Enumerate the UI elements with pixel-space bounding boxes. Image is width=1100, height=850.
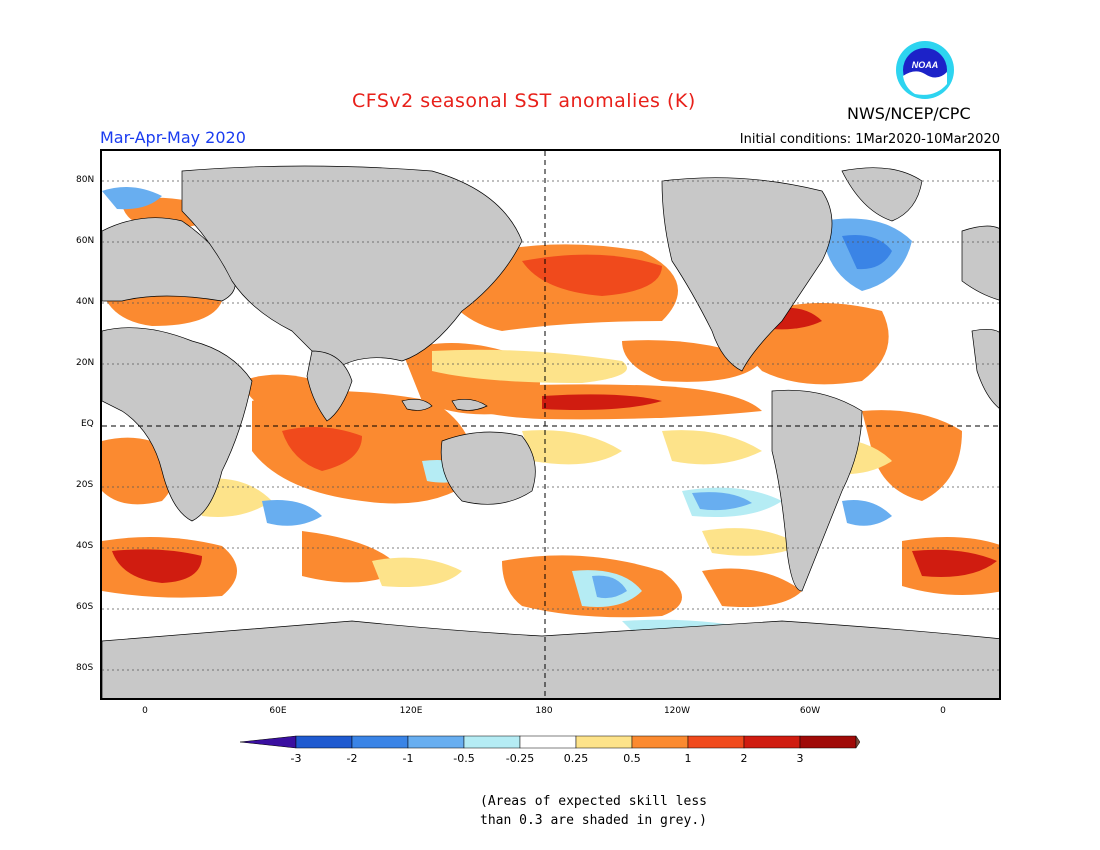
lon-label: 0 bbox=[142, 706, 148, 716]
agency-label: NWS/NCEP/CPC bbox=[847, 104, 971, 123]
lat-label: 40S bbox=[76, 541, 94, 551]
colorbar-segment bbox=[687, 735, 745, 749]
colorbar-segment bbox=[631, 735, 689, 749]
skill-note: (Areas of expected skill less than 0.3 a… bbox=[480, 792, 707, 830]
colorbar-tick-label: -1 bbox=[402, 752, 414, 765]
lon-label: 180 bbox=[535, 706, 553, 716]
lat-label: 60S bbox=[76, 602, 94, 612]
lat-label: 80S bbox=[76, 663, 94, 673]
colorbar-tick-label: -2 bbox=[346, 752, 358, 765]
lat-label: 80N bbox=[76, 175, 95, 185]
colorbar-tick-label: -3 bbox=[290, 752, 302, 765]
mild-warm-regions bbox=[372, 349, 892, 587]
season-label: Mar-Apr-May 2020 bbox=[100, 128, 246, 147]
map-title: CFSv2 seasonal SST anomalies (K) bbox=[352, 90, 696, 112]
colorbar-tick-label: 3 bbox=[796, 752, 804, 765]
sst-anomaly-map bbox=[100, 149, 1001, 700]
colorbar-segment bbox=[407, 735, 465, 749]
colorbar-tick-label: 0.25 bbox=[563, 752, 589, 765]
lon-label: 60W bbox=[799, 706, 821, 716]
lat-label: 60N bbox=[76, 236, 95, 246]
lat-label: 20S bbox=[76, 480, 94, 490]
colorbar-segment bbox=[351, 735, 409, 749]
lat-label: EQ bbox=[81, 419, 94, 429]
colorbar-segment bbox=[799, 735, 857, 749]
lat-label: 40N bbox=[76, 297, 95, 307]
colorbar-tick-label: 2 bbox=[740, 752, 748, 765]
colorbar-segment bbox=[295, 735, 353, 749]
lon-label: 0 bbox=[940, 706, 946, 716]
colorbar-tick-label: 0.5 bbox=[623, 752, 641, 765]
colorbar bbox=[240, 735, 860, 749]
lon-label: 120E bbox=[399, 706, 423, 716]
colorbar-tick-label: -0.5 bbox=[453, 752, 475, 765]
colorbar-low-arrow bbox=[240, 735, 297, 749]
land-masses bbox=[102, 165, 999, 698]
colorbar-tick-label: -0.25 bbox=[505, 752, 535, 765]
colorbar-segment bbox=[575, 735, 633, 749]
initial-conditions-label: Initial conditions: 1Mar2020-10Mar2020 bbox=[739, 132, 1000, 147]
noaa-logo-icon: NOAA bbox=[895, 40, 955, 100]
noaa-logo-text: NOAA bbox=[912, 60, 939, 70]
note-line: (Areas of expected skill less bbox=[480, 794, 707, 809]
colorbar-high-arrow bbox=[855, 735, 860, 749]
colorbar-segment bbox=[463, 735, 521, 749]
colorbar-segment bbox=[519, 735, 577, 749]
colorbar-tick-label: 1 bbox=[684, 752, 692, 765]
lon-label: 60E bbox=[269, 706, 287, 716]
graticule bbox=[102, 180, 999, 671]
lat-label: 20N bbox=[76, 358, 95, 368]
note-line: than 0.3 are shaded in grey.) bbox=[480, 813, 707, 828]
colorbar-segment bbox=[743, 735, 801, 749]
lon-label: 120W bbox=[663, 706, 691, 716]
